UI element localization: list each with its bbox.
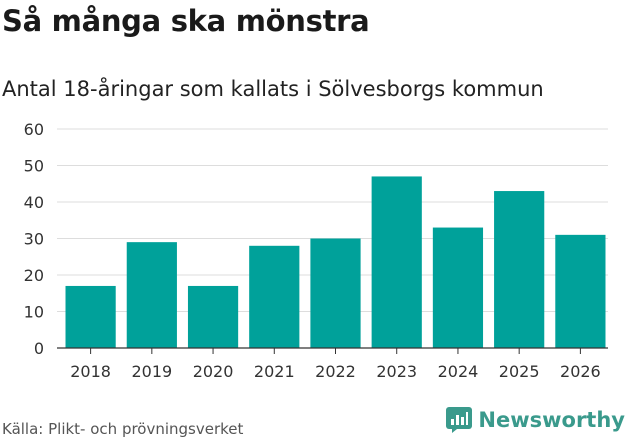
bar-2023 [371, 176, 422, 348]
source-note: Källa: Plikt- och prövningsverket [2, 420, 244, 438]
y-tick-label: 10 [24, 303, 44, 322]
x-tick-label: 2019 [131, 362, 172, 381]
x-tick-label: 2025 [499, 362, 540, 381]
y-tick-labels: 0 10 20 30 40 50 60 [24, 120, 44, 358]
bars [65, 176, 606, 348]
x-tick-label: 2024 [438, 362, 479, 381]
x-tick-label: 2021 [254, 362, 295, 381]
y-tick-label: 20 [24, 266, 44, 285]
x-tick-label: 2018 [70, 362, 111, 381]
bar-2018 [65, 285, 116, 348]
chart-subtitle: Antal 18-åringar som kallats i Sölvesbor… [2, 77, 544, 101]
bar-2021 [249, 245, 300, 348]
x-tick-label: 2026 [560, 362, 601, 381]
y-tick-label: 60 [24, 120, 44, 139]
bar-2024 [432, 227, 484, 348]
y-tick-label: 50 [24, 157, 44, 176]
y-tick-label: 0 [34, 339, 44, 358]
x-tick-labels: 2018 2019 2020 2021 2022 2023 2024 2025 2026 [70, 348, 601, 381]
newsworthy-icon [446, 407, 473, 433]
x-tick-label: 2020 [193, 362, 234, 381]
y-tick-label: 30 [24, 230, 44, 249]
x-tick-label: 2023 [376, 362, 417, 381]
x-tick-label: 2022 [315, 362, 356, 381]
brand-logo: Newsworthy [446, 407, 625, 433]
bar-2025 [494, 191, 545, 348]
chart-title: Så många ska mönstra [2, 4, 370, 38]
bar-2020 [187, 285, 239, 348]
brand-name: Newsworthy [478, 408, 625, 432]
bar-2026 [555, 234, 606, 348]
bar-2019 [126, 242, 177, 348]
y-tick-label: 40 [24, 193, 44, 212]
bar-2022 [310, 238, 361, 348]
